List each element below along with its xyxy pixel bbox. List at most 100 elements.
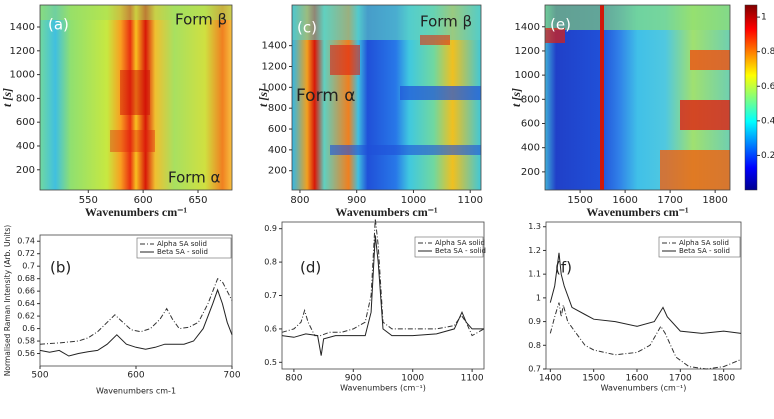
y-tick-label: 0.7: [22, 262, 35, 271]
legend-label: Beta SA - solid: [679, 247, 730, 255]
y-tick-label: 1.3: [528, 222, 541, 231]
y-tick-label: 400: [16, 141, 35, 152]
x-tick-label: 1700: [669, 374, 692, 384]
series-line: [549, 302, 742, 370]
y-tick-label: 200: [521, 167, 540, 178]
x-axis-label: Wavenumbers cm⁻¹: [85, 205, 188, 219]
y-tick-label: 1000: [262, 82, 287, 93]
colorbar-tick-label: 0.2: [761, 151, 774, 161]
x-tick-label: 1000: [401, 195, 426, 206]
x-tick-label: 1100: [461, 374, 484, 384]
heatmap-e: [545, 5, 730, 190]
y-tick-label: 0.9: [528, 317, 541, 326]
y-tick-label: 1400: [262, 41, 287, 52]
panel-label: (a): [48, 16, 69, 34]
y-tick-label: 0.56: [17, 349, 35, 358]
panel-label: (f): [555, 259, 572, 277]
series-line: [281, 218, 485, 337]
x-tick-label: 1600: [612, 195, 637, 206]
x-tick-label: 600: [127, 371, 144, 381]
x-tick-label: 550: [79, 195, 98, 206]
legend-label: Beta SA - solid: [157, 248, 208, 256]
colorbar-tick-label: 1: [761, 13, 767, 23]
y-tick-label: 0.7: [528, 365, 541, 374]
y-tick-label: 1.2: [528, 246, 541, 255]
x-tick-label: 800: [290, 195, 309, 206]
x-tick-label: 900: [345, 374, 362, 384]
y-tick-label: 0.9: [264, 224, 277, 233]
y-tick-label: 1200: [262, 61, 287, 72]
x-tick-label: 1400: [539, 374, 562, 384]
y-axis-label: t [s]: [509, 88, 523, 107]
x-tick-label: 900: [347, 195, 366, 206]
x-axis-label: Wavenumbers cm⁻¹: [335, 205, 438, 219]
colorbar-tick-label: 0.4: [761, 116, 774, 126]
y-tick-label: 0.8: [528, 341, 541, 350]
colorbar: [744, 4, 758, 191]
y-tick-label: 0.68: [17, 274, 35, 283]
legend-box: [136, 237, 232, 259]
y-tick-label: 0.6: [264, 324, 277, 333]
x-axis-label: Wavenumbers (cm⁻¹): [601, 384, 687, 393]
series-line: [39, 277, 233, 345]
y-tick-label: 1400: [10, 22, 35, 33]
y-tick-label: 0.66: [17, 287, 35, 296]
heatmap-c: [292, 5, 481, 190]
x-tick-label: 1000: [401, 374, 424, 384]
y-tick-label: 600: [16, 117, 35, 128]
panel-label: (c): [297, 19, 317, 37]
annotation: Form α: [296, 86, 355, 106]
annotation: Form α: [168, 169, 221, 187]
y-tick-label: 800: [16, 93, 35, 104]
y-tick-label: 0.5: [264, 358, 277, 367]
y-tick-label: 800: [268, 103, 287, 114]
x-axis-label: Wavenumbers cm⁻¹: [586, 205, 689, 219]
x-tick-label: 700: [223, 371, 240, 381]
x-tick-label: 800: [285, 374, 302, 384]
x-tick-label: 650: [188, 195, 207, 206]
x-axis-label: Wavenumbers (cm⁻¹): [340, 384, 426, 393]
x-tick-label: 500: [31, 371, 48, 381]
series-line: [39, 288, 233, 357]
annotation: Form β: [420, 13, 472, 31]
legend-box: [658, 236, 741, 258]
y-tick-label: 1000: [10, 70, 35, 81]
y-axis-label: t [s]: [0, 88, 14, 107]
y-tick-label: 1.1: [528, 270, 541, 279]
y-tick-label: 0.64: [17, 299, 35, 308]
series-line: [281, 235, 484, 356]
y-tick-label: 200: [268, 166, 287, 177]
y-tick-label: 1: [536, 293, 541, 302]
x-tick-label: 1500: [567, 195, 592, 206]
legend-label: Beta SA - solid: [435, 247, 486, 255]
plot-frame: [544, 4, 731, 191]
x-axis-label: Wavenumbers cm-1: [96, 387, 176, 396]
y-tick-label: 0.7: [264, 291, 277, 300]
panel-label: (b): [50, 259, 71, 277]
plot-frame: [545, 221, 742, 370]
y-tick-label: 0.6: [22, 324, 35, 333]
legend-box: [414, 236, 484, 258]
y-tick-label: 1000: [515, 70, 540, 81]
y-tick-label: 400: [268, 145, 287, 156]
y-tick-label: 200: [16, 165, 35, 176]
y-tick-label: 0.72: [17, 249, 35, 258]
x-tick-label: 1600: [626, 374, 649, 384]
x-tick-label: 1100: [457, 195, 482, 206]
legend-label: Alpha SA solid: [679, 239, 729, 247]
x-tick-label: 1500: [582, 374, 605, 384]
y-axis-label: Normalised Raman Intensity (Arb. Units): [3, 225, 12, 376]
series-line: [549, 252, 742, 334]
y-tick-label: 600: [521, 118, 540, 129]
panel-label: (d): [300, 259, 321, 277]
y-tick-label: 600: [268, 124, 287, 135]
y-tick-label: 1400: [515, 22, 540, 33]
panel-label: (e): [550, 16, 571, 34]
colorbar-tick-label: 0.6: [761, 82, 774, 92]
colorbar-tick-label: 0.8: [761, 47, 774, 57]
plot-frame: [291, 4, 482, 191]
x-tick-label: 600: [134, 195, 153, 206]
y-tick-label: 1200: [10, 46, 35, 57]
x-tick-label: 1700: [657, 195, 682, 206]
